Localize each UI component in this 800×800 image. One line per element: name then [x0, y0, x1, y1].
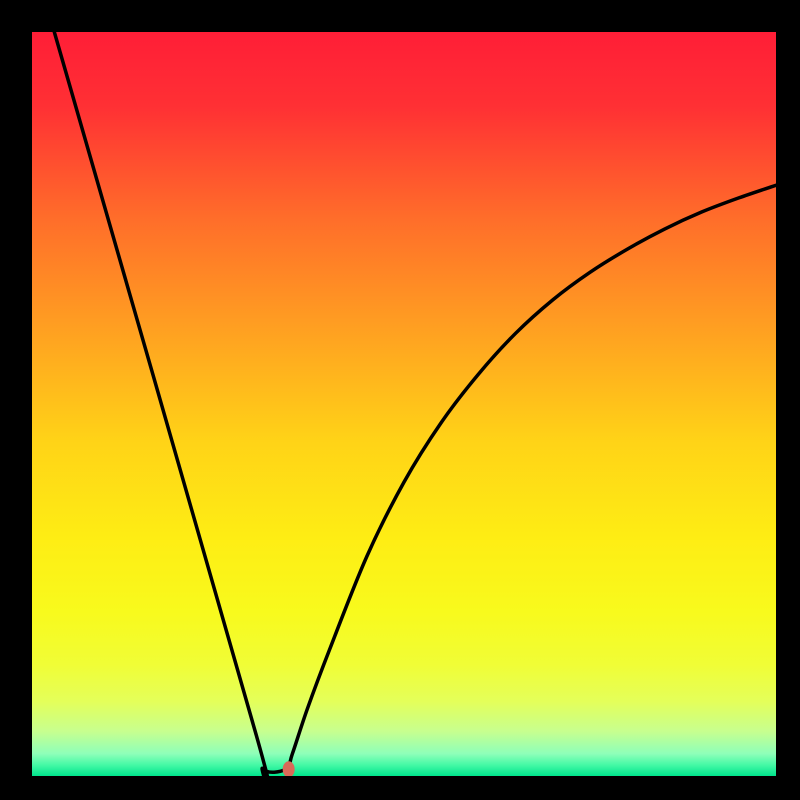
optimum-marker: [283, 761, 295, 777]
chart-stage: TheBottlenecker.com: [0, 0, 800, 800]
bottleneck-chart: [0, 0, 800, 800]
gradient-background: [32, 32, 776, 776]
